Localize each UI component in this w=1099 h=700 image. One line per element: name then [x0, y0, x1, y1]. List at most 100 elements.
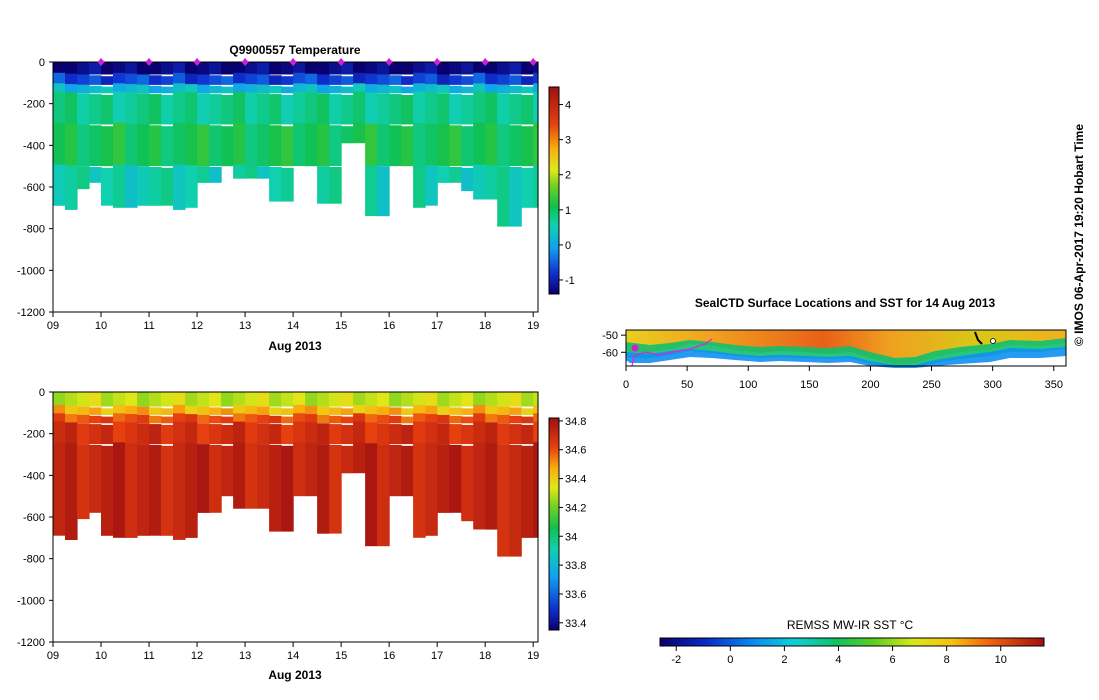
- heatmap-cell: [401, 424, 414, 445]
- heatmap-cell: [173, 404, 186, 415]
- sal-cbar-label: 34.8: [565, 416, 586, 428]
- heatmap-cell: [437, 392, 450, 407]
- heatmap-cell: [413, 83, 426, 94]
- heatmap-cell: [497, 392, 510, 407]
- sst-colorbar-label: REMSS MW-IR SST °C: [787, 618, 914, 632]
- heatmap-cell: [161, 86, 174, 94]
- heatmap-cell: [509, 444, 522, 557]
- heatmap-cell: [401, 86, 414, 94]
- heatmap-cell: [197, 166, 210, 183]
- heatmap-cell: [485, 405, 498, 415]
- heatmap-cell: [413, 413, 426, 424]
- heatmap-cell: [185, 392, 198, 407]
- temp-xtick-label: 10: [95, 320, 107, 332]
- heatmap-cell: [125, 165, 138, 208]
- heatmap-cell: [77, 423, 90, 445]
- map-xtick-label: 100: [739, 379, 757, 391]
- heatmap-cell: [89, 75, 102, 85]
- heatmap-cell: [329, 444, 342, 534]
- heatmap-cell: [305, 405, 318, 415]
- sst-tick-label: 8: [944, 654, 950, 666]
- heatmap-cell: [161, 62, 174, 75]
- heatmap-cell: [101, 424, 114, 445]
- surface-marker: [529, 58, 537, 66]
- heatmap-cell: [317, 392, 330, 407]
- heatmap-cell: [485, 443, 498, 530]
- heatmap-cell: [377, 93, 390, 125]
- heatmap-cell: [497, 84, 510, 94]
- heatmap-cell: [221, 416, 234, 424]
- heatmap-cell: [317, 62, 330, 75]
- surface-marker: [97, 58, 105, 66]
- sal-cbar-label: 34.6: [565, 445, 586, 457]
- salinity-panel: 0 -200 -400 -600 -800 -1000 -1200 09 10 …: [17, 387, 587, 682]
- salinity-colorbar: [548, 417, 560, 631]
- sal-xtick-label: 09: [47, 650, 59, 662]
- sal-xtick-label: 12: [191, 650, 203, 662]
- heatmap-cell: [521, 445, 534, 538]
- heatmap-cell: [521, 416, 534, 424]
- heatmap-cell: [533, 404, 539, 415]
- heatmap-cell: [113, 72, 126, 85]
- heatmap-cell: [53, 413, 66, 424]
- heatmap-cell: [473, 72, 486, 85]
- temperature-title: Q9900557 Temperature: [229, 43, 361, 57]
- temp-xtick-label: 13: [239, 320, 251, 332]
- heatmap-cell: [149, 62, 162, 75]
- heatmap-cell: [401, 392, 414, 407]
- heatmap-cell: [473, 404, 486, 415]
- heatmap-cell: [389, 62, 402, 75]
- heatmap-cell: [437, 423, 450, 445]
- heatmap-cell: [329, 125, 342, 167]
- heatmap-cell: [521, 76, 534, 85]
- heatmap-cell: [497, 74, 510, 85]
- heatmap-cell: [137, 392, 150, 407]
- heatmap-cell: [245, 123, 258, 167]
- heatmap-cell: [317, 414, 330, 424]
- heatmap-cell: [293, 404, 306, 415]
- heatmap-cell: [281, 126, 294, 167]
- heatmap-cell: [137, 414, 150, 424]
- sst-tick-label: 4: [835, 654, 841, 666]
- heatmap-cell: [53, 122, 66, 167]
- heatmap-cell: [521, 392, 534, 407]
- heatmap-cell: [473, 413, 486, 424]
- heatmap-cell: [125, 92, 138, 125]
- heatmap-cell: [209, 62, 222, 75]
- seal-surface-location-marker: [631, 344, 639, 352]
- temp-ytick-label: -600: [23, 182, 45, 194]
- heatmap-cell: [173, 442, 186, 540]
- heatmap-cell: [449, 407, 462, 415]
- heatmap-cell: [461, 392, 474, 407]
- surface-marker: [241, 58, 249, 66]
- cold-sst-band: [626, 347, 1066, 368]
- heatmap-cell: [509, 415, 522, 424]
- heatmap-cell: [245, 165, 258, 179]
- heatmap-cell: [401, 445, 414, 497]
- heatmap-cell: [233, 413, 246, 424]
- heatmap-cell: [353, 413, 366, 424]
- heatmap-cell: [305, 414, 318, 424]
- heatmap-cell: [197, 124, 210, 167]
- heatmap-cell: [401, 126, 414, 167]
- heatmap-cell: [533, 62, 539, 75]
- heatmap-cell: [161, 167, 174, 206]
- heatmap-cell: [425, 73, 438, 85]
- heatmap-cell: [365, 443, 378, 547]
- heatmap-cell: [533, 164, 539, 208]
- heatmap-cell: [173, 83, 186, 94]
- heatmap-cell: [65, 84, 78, 94]
- heatmap-cell: [461, 167, 474, 192]
- heatmap-cell: [497, 93, 510, 125]
- heatmap-cell: [65, 73, 78, 85]
- heatmap-cell: [461, 86, 474, 94]
- heatmap-cell: [113, 413, 126, 424]
- heatmap-cell: [173, 392, 186, 407]
- sst-colorbar-panel: REMSS MW-IR SST °C -2 0 2 4 6 8 10: [659, 618, 1045, 666]
- heatmap-cell: [185, 414, 198, 424]
- temperature-y-axis: 0 -200 -400 -600 -800 -1000 -1200: [17, 57, 45, 319]
- heatmap-cell: [521, 126, 534, 167]
- heatmap-cell: [449, 392, 462, 407]
- heatmap-cell: [317, 74, 330, 85]
- heatmap-cell: [113, 122, 126, 167]
